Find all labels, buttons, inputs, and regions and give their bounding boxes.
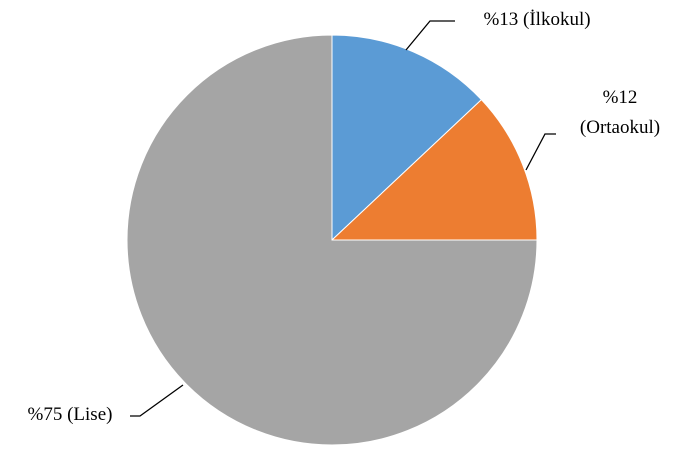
pie-slice-lise	[126, 34, 538, 446]
data-label-3: %75 (Lise)	[28, 404, 113, 425]
data-label-2-line-2: (Ortaokul)	[580, 117, 660, 138]
data-label-2-line-1: %12	[603, 87, 638, 108]
pie-slice-ortaokul	[330, 98, 538, 241]
leader-line-1	[405, 20, 455, 51]
data-label-1: %13 (İlkokul)	[483, 9, 590, 30]
pie-slice-i-lkokul	[331, 34, 483, 242]
leader-line-2	[525, 133, 556, 171]
leader-line-3	[130, 384, 184, 417]
